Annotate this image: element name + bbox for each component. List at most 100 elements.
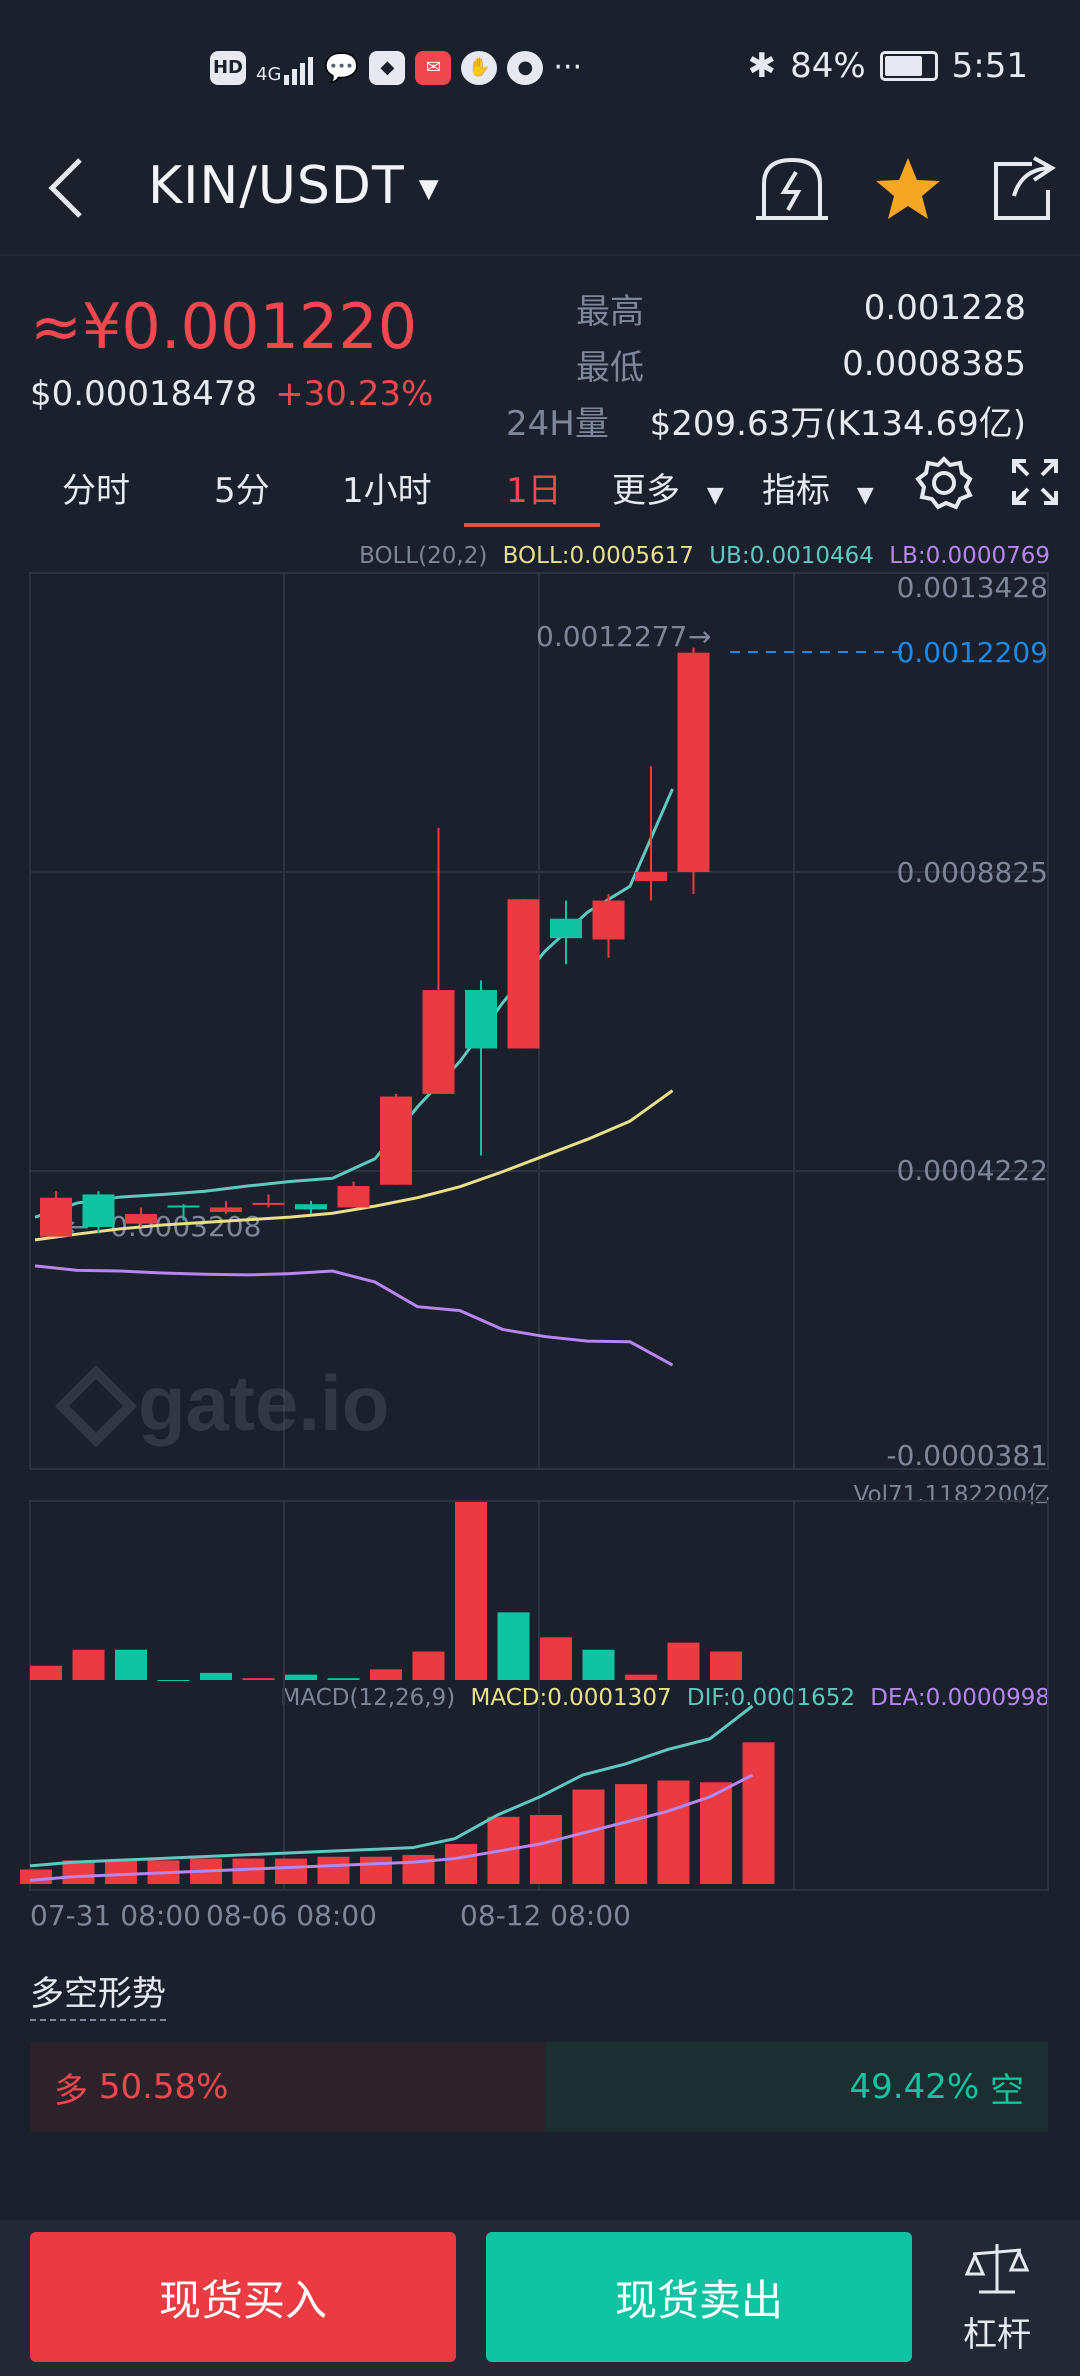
boll-value: BOLL:0.0005617 xyxy=(502,543,694,569)
y-tick-label: 0.0004222 xyxy=(897,1154,1048,1187)
hand-icon: ✋ xyxy=(461,50,498,85)
low-label: 最低 xyxy=(576,347,644,388)
app-icon: ◆ xyxy=(369,50,406,85)
volume-bar xyxy=(667,1642,700,1680)
bluetooth-icon: ✱ xyxy=(747,46,777,86)
macd-bar xyxy=(445,1844,477,1884)
boll-upper-line xyxy=(34,788,674,1219)
macd-bar xyxy=(275,1858,307,1884)
current-price-label: 0.0012209 xyxy=(897,636,1048,669)
candle-body xyxy=(635,871,667,882)
battery-icon xyxy=(879,51,938,81)
volume-bars xyxy=(30,1502,742,1681)
caret-down-icon: ▼ xyxy=(418,174,440,204)
ticker-panel: ≈¥0.001220 $0.00018478 +30.23% 最高 0.001228… xyxy=(0,270,1080,444)
volume-bar xyxy=(497,1612,530,1680)
candle-body xyxy=(125,1213,157,1224)
arrow-right-icon: → xyxy=(688,620,711,653)
change-percent: +30.23% xyxy=(275,374,434,414)
battery-percent: 84% xyxy=(790,46,866,86)
price-chart[interactable]: gate.io 0.0013428 0.0008825 0.0004222 -0… xyxy=(0,540,1080,1940)
buy-button[interactable]: 现货买入 xyxy=(30,2232,456,2362)
leverage-button[interactable]: 杠杆 xyxy=(942,2240,1052,2360)
macd-bar xyxy=(20,1869,52,1884)
share-icon[interactable] xyxy=(982,150,1062,230)
candle-body xyxy=(295,1204,327,1210)
low-value: 0.0008385 xyxy=(842,344,1026,384)
clock: 5:51 xyxy=(951,46,1028,86)
macd-value: MACD:0.0001307 xyxy=(470,1685,672,1711)
svg-text:gate.io: gate.io xyxy=(138,1359,389,1447)
macd-legend: MACD(12,26,9) MACD:0.0001307 DIF:0.00016… xyxy=(281,1685,1050,1711)
macd-bar xyxy=(360,1856,392,1884)
candle-body xyxy=(465,990,497,1049)
star-icon[interactable] xyxy=(868,150,948,230)
x-tick-label: 07-31 08:00 xyxy=(30,1899,201,1932)
active-tab-indicator xyxy=(464,523,600,527)
boll-lower-line xyxy=(34,1264,674,1367)
status-left-icons: HD 4G 💬 ◆ ✉ ✋ ● ··· xyxy=(210,50,582,85)
fullscreen-icon[interactable] xyxy=(1010,457,1060,507)
wechat-icon: 💬 xyxy=(323,51,359,84)
volume-bar xyxy=(115,1649,147,1680)
boll-params: BOLL(20,2) xyxy=(359,543,488,569)
tab-more-label: 更多 xyxy=(612,471,680,511)
candle-body xyxy=(677,652,710,872)
volume-bar xyxy=(625,1674,657,1680)
short-label: 空 xyxy=(990,2070,1024,2111)
candle-body xyxy=(210,1207,242,1212)
macd-params: MACD(12,26,9) xyxy=(280,1685,456,1711)
scale-icon xyxy=(964,2244,1030,2294)
macd xyxy=(20,1704,775,1884)
settings-icon[interactable] xyxy=(914,453,974,513)
candle-body xyxy=(252,1202,285,1205)
huawei-icon: ✉ xyxy=(415,50,452,85)
stat-high: 最高 0.001228 xyxy=(506,280,1026,336)
timeframe-bar: 分时 5分 1小时 1日 更多 ▼ 指标 ▼ xyxy=(0,445,1080,527)
macd-bar xyxy=(232,1858,265,1884)
last-price-usd: $0.00018478 xyxy=(30,374,258,414)
pair-selector[interactable]: KIN/USDT ▼ xyxy=(148,156,440,216)
volume-bar xyxy=(72,1649,105,1680)
macd-bar xyxy=(615,1784,647,1884)
dif-value: DIF:0.0001652 xyxy=(686,1685,855,1711)
macd-bar xyxy=(530,1814,562,1884)
candle-body xyxy=(592,900,625,940)
candle-body xyxy=(550,918,582,939)
sell-button[interactable]: 现货卖出 xyxy=(486,2232,912,2362)
macd-bar xyxy=(742,1742,775,1884)
macd-bar xyxy=(657,1780,690,1884)
ub-value: UB:0.0010464 xyxy=(709,543,874,569)
volume-bar xyxy=(710,1651,742,1680)
tab-1h[interactable]: 1小时 xyxy=(342,471,432,511)
candle-body xyxy=(422,990,455,1094)
long-label: 多 xyxy=(54,2070,88,2111)
tab-5m[interactable]: 5分 xyxy=(214,471,270,511)
short-percent: 49.42% xyxy=(849,2067,980,2107)
tab-1d[interactable]: 1日 xyxy=(506,471,562,511)
hd-icon: HD xyxy=(210,50,246,85)
tab-indicators[interactable]: 指标 ▼ xyxy=(762,463,874,512)
macd-dea-line xyxy=(29,1773,754,1882)
stats: 最高 0.001228 最低 0.0008385 24H量 $209.63万(K134… xyxy=(506,280,1026,448)
x-tick-label: 08-06 08:00 xyxy=(206,1899,377,1932)
price-alert-icon[interactable] xyxy=(752,150,832,230)
more-icon: ··· xyxy=(553,50,583,85)
sentiment-title[interactable]: 多空形势 xyxy=(30,1966,166,2021)
boll-lines xyxy=(34,788,674,1367)
volume-value: $209.63万(K134.69亿) xyxy=(649,403,1026,444)
signal-icon: 4G xyxy=(256,51,314,85)
tab-more[interactable]: 更多 ▼ xyxy=(612,463,724,512)
last-price-cny: ≈¥0.001220 xyxy=(30,290,418,363)
dea-value: DEA:0.0000998 xyxy=(870,1685,1050,1711)
back-icon[interactable] xyxy=(40,148,100,228)
price-usd-row: $0.00018478 +30.23% xyxy=(30,374,433,414)
candles xyxy=(40,647,710,1237)
header: KIN/USDT ▼ xyxy=(0,130,1080,256)
candle-body xyxy=(507,899,540,1049)
candle-body xyxy=(40,1197,72,1237)
volume-label: 24H量 xyxy=(506,403,609,444)
candle-body xyxy=(167,1205,200,1208)
tab-timeline[interactable]: 分时 xyxy=(62,471,130,511)
macd-bar xyxy=(105,1860,137,1884)
